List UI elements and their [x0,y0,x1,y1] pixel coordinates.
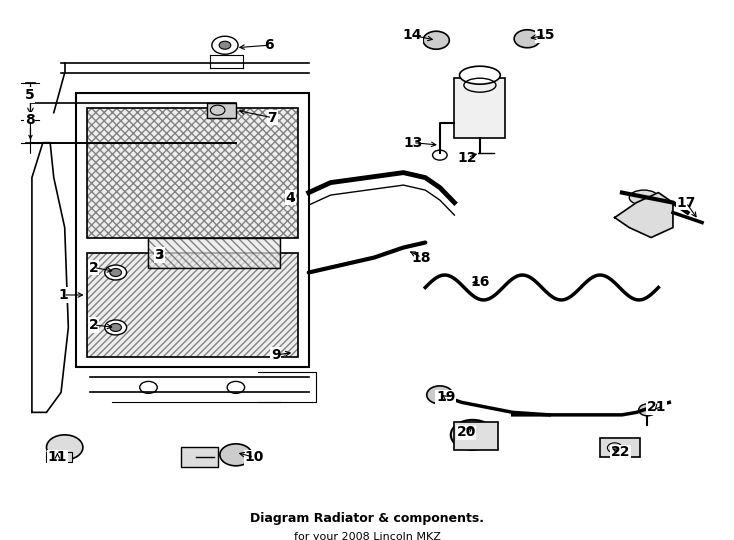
Text: 2: 2 [89,318,98,332]
Ellipse shape [105,320,126,335]
Ellipse shape [220,444,252,466]
Text: 21: 21 [647,400,666,414]
Bar [87,107,298,238]
Ellipse shape [110,268,122,276]
Text: for your 2008 Lincoln MKZ: for your 2008 Lincoln MKZ [294,532,440,540]
Text: 15: 15 [536,28,555,42]
Bar [148,238,280,267]
Text: 4: 4 [286,191,295,205]
Text: 7: 7 [267,111,277,125]
Text: 6: 6 [264,38,274,52]
Ellipse shape [629,190,658,205]
Bar [87,107,298,238]
Bar [148,238,280,267]
Text: 20: 20 [457,426,476,440]
Polygon shape [614,193,673,238]
Text: 1: 1 [59,288,68,302]
Ellipse shape [105,265,126,280]
Ellipse shape [423,31,449,49]
Ellipse shape [639,404,656,416]
Text: 18: 18 [412,251,432,265]
Ellipse shape [110,323,122,332]
Text: 3: 3 [155,248,164,262]
Text: Diagram Radiator & components.: Diagram Radiator & components. [250,512,484,525]
Text: 8: 8 [25,113,34,127]
Text: 14: 14 [402,28,422,42]
Text: 11: 11 [48,450,68,464]
Text: 9: 9 [271,348,281,362]
Bar [46,453,72,462]
Bar [600,438,640,457]
Bar [207,103,236,118]
Ellipse shape [219,41,230,49]
Text: 10: 10 [244,450,264,464]
Text: 13: 13 [403,136,423,150]
Text: 22: 22 [611,446,631,460]
Ellipse shape [426,386,453,404]
Text: 5: 5 [25,88,34,102]
Bar [87,253,298,357]
Ellipse shape [514,30,540,48]
Ellipse shape [212,36,238,54]
Text: 17: 17 [676,195,696,210]
Text: 16: 16 [470,275,490,289]
Bar [454,422,498,450]
Text: 2: 2 [89,260,98,274]
Bar [87,253,298,357]
Ellipse shape [46,435,83,460]
Text: 19: 19 [436,390,455,404]
Bar [181,447,218,467]
Text: 12: 12 [458,151,477,165]
Bar [454,78,506,138]
Ellipse shape [459,66,501,84]
Bar [76,93,309,367]
Ellipse shape [451,420,495,450]
